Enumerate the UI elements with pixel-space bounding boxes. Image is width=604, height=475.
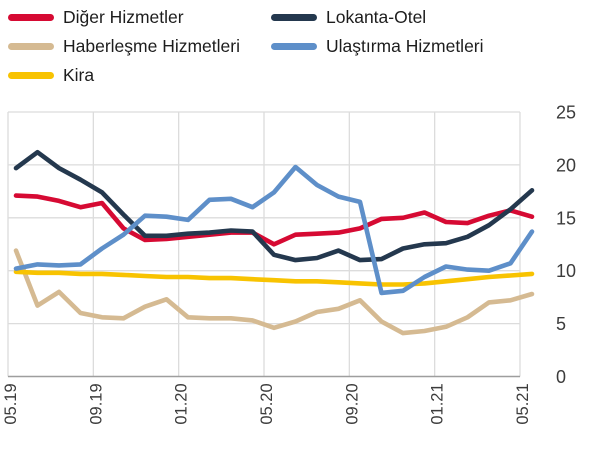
series-line-lokanta-otel — [13, 149, 535, 263]
legend-label: Kira — [63, 64, 95, 85]
x-tick-label: 01.20 — [173, 383, 191, 424]
legend-label: Diğer Hizmetler — [63, 6, 184, 27]
x-tick-label: 05.19 — [2, 383, 20, 424]
series-line-di-er-hizmetler — [13, 193, 535, 247]
x-tick-label: 01.21 — [429, 383, 447, 424]
legend-item-ulastirma-hizmetleri: Ulaştırma Hizmetleri — [271, 35, 484, 57]
y-tick-label: 20 — [556, 155, 576, 175]
legend-label: Lokanta-Otel — [326, 6, 427, 27]
x-tick-label: 09.19 — [87, 383, 105, 424]
series-line-haberle-me-hizmetleri — [13, 248, 535, 336]
y-tick-label: 5 — [556, 314, 566, 334]
y-tick-label: 0 — [556, 367, 566, 387]
y-tick-label: 10 — [556, 261, 576, 281]
x-tick-label: 09.20 — [343, 383, 361, 424]
legend-swatch-icon — [271, 13, 317, 21]
legend-item-kira: Kira — [8, 64, 271, 86]
legend-swatch-icon — [8, 42, 54, 50]
legend-swatch-icon — [8, 13, 54, 21]
legend-swatch-icon — [8, 71, 54, 79]
chart-legend: Diğer Hizmetler Lokanta-Otel Haberleşme … — [8, 6, 484, 86]
x-tick-label: 05.20 — [258, 383, 276, 424]
y-tick-label: 15 — [556, 208, 576, 228]
legend-label: Ulaştırma Hizmetleri — [326, 35, 484, 56]
legend-item-diger-hizmetler: Diğer Hizmetler — [8, 6, 271, 28]
x-tick-label: 05.21 — [514, 383, 532, 424]
legend-label: Haberleşme Hizmetleri — [63, 35, 240, 56]
legend-item-lokanta-otel: Lokanta-Otel — [271, 6, 484, 28]
series-line-kira — [13, 269, 535, 287]
legend-swatch-icon — [271, 42, 317, 50]
y-tick-label: 25 — [556, 103, 576, 123]
series-line-ula-t-rma-hizmetleri — [13, 164, 535, 296]
legend-item-haberlesme-hizmetleri: Haberleşme Hizmetleri — [8, 35, 271, 57]
